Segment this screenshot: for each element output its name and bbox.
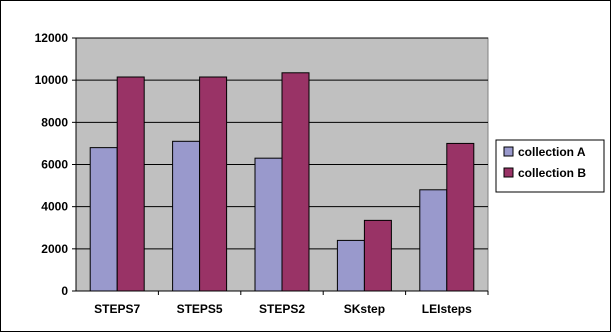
bar-collection-a-steps5 <box>172 140 201 292</box>
legend-label: collection A <box>518 145 586 159</box>
x-tick-label: STEPS7 <box>94 302 140 316</box>
legend-box <box>495 139 605 193</box>
x-tick-label: STEPS5 <box>177 302 223 316</box>
x-tick-label: LEIsteps <box>422 302 472 316</box>
legend-label: collection B <box>518 166 586 180</box>
x-tick-label: STEPS2 <box>259 302 305 316</box>
bar-collection-b-leisteps <box>446 142 475 292</box>
bar-collection-a-steps2 <box>254 157 283 292</box>
y-tick-label: 0 <box>61 284 68 298</box>
bar-collection-b-skstep <box>363 219 392 292</box>
y-tick-label: 2000 <box>41 242 68 256</box>
y-tick-label: 10000 <box>35 73 69 87</box>
y-tick-label: 6000 <box>41 158 68 172</box>
x-tick-label: SKstep <box>344 302 385 316</box>
bar-collection-b-steps2 <box>281 72 310 292</box>
bar-collection-a-steps7 <box>89 147 118 292</box>
bar-collection-a-leisteps <box>419 189 448 292</box>
plot-area: 0 2000 4000 6000 8000 10000 12000 STEPS7 STEPS5 S… <box>35 31 489 316</box>
y-tick-label: 8000 <box>41 115 68 129</box>
y-tick-label: 4000 <box>41 200 68 214</box>
bar-collection-b-steps5 <box>199 76 228 292</box>
bar-collection-a-skstep <box>336 239 365 292</box>
legend-swatch <box>503 167 514 178</box>
bar-collection-b-steps7 <box>116 76 145 292</box>
legend: collection A collection B <box>495 139 605 193</box>
y-tick-label: 12000 <box>35 31 69 45</box>
legend-swatch <box>503 146 514 157</box>
